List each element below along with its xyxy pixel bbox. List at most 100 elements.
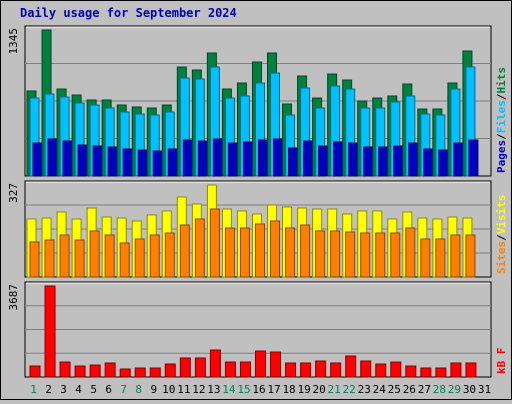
bar-kb-f-day-6 (104, 362, 116, 378)
bar-sites-day-16 (254, 223, 265, 278)
bar-pages-day-30 (468, 139, 479, 177)
bar-pages-day-29 (453, 142, 464, 177)
x-tick-label-day-30: 30 (463, 383, 476, 396)
y-max-label: 327 (7, 183, 20, 203)
bar-kb-f-day-4 (74, 365, 86, 378)
x-tick-label-day-7: 7 (120, 383, 127, 396)
legend-separator: / (495, 234, 508, 241)
bar-sites-day-1 (29, 241, 40, 278)
x-tick-label-day-22: 22 (343, 383, 356, 396)
bar-sites-day-29 (450, 234, 461, 278)
bar-kb-f-day-7 (119, 368, 131, 378)
bar-kb-f-day-24 (375, 363, 387, 378)
x-tick-label-day-9: 9 (150, 383, 157, 396)
legend-label-kb-f: kB F (495, 348, 508, 375)
bar-kb-f-day-8 (134, 367, 146, 378)
x-tick-label-day-21: 21 (328, 383, 341, 396)
bar-kb-f-day-30 (465, 362, 477, 378)
bar-pages-day-25 (393, 145, 404, 177)
bar-kb-f-day-22 (345, 355, 357, 378)
legend-1: Sites/Visits (495, 195, 508, 275)
x-tick-label-day-1: 1 (30, 383, 37, 396)
bar-pages-day-3 (62, 140, 73, 177)
x-tick-label-day-5: 5 (90, 383, 97, 396)
bar-sites-day-23 (360, 232, 371, 278)
bar-pages-day-21 (333, 141, 344, 177)
bar-pages-day-18 (288, 147, 299, 177)
bar-sites-day-21 (330, 230, 341, 278)
legend-label-sites: Sites (495, 241, 508, 274)
bar-sites-day-18 (285, 227, 296, 278)
x-tick-label-day-26: 26 (403, 383, 416, 396)
x-tick-label-day-3: 3 (60, 383, 67, 396)
x-tick-label-day-16: 16 (252, 383, 265, 396)
x-tick-label-day-6: 6 (105, 383, 112, 396)
legend-separator: / (495, 133, 508, 140)
bar-sites-day-3 (59, 234, 70, 278)
bar-sites-day-14 (224, 227, 235, 278)
legend-2: kB F (495, 348, 508, 375)
bar-kb-f-day-26 (405, 365, 417, 378)
bar-kb-f-day-19 (300, 362, 312, 378)
x-tick-label-day-8: 8 (135, 383, 142, 396)
bar-kb-f-day-21 (330, 362, 342, 378)
bar-kb-f-day-17 (270, 351, 282, 378)
legend-label-visits: Visits (495, 195, 508, 235)
bar-sites-day-24 (375, 232, 386, 278)
x-tick-label-day-15: 15 (237, 383, 250, 396)
bar-pages-day-17 (273, 138, 284, 177)
bar-pages-day-8 (137, 149, 148, 177)
bar-sites-day-13 (209, 208, 220, 278)
bar-sites-day-12 (194, 218, 205, 278)
bar-sites-day-25 (390, 232, 401, 278)
bar-pages-day-9 (152, 150, 163, 177)
bar-kb-f-day-28 (435, 367, 447, 378)
chart-title: Daily usage for September 2024 (20, 6, 237, 20)
bar-pages-day-24 (378, 146, 389, 177)
bar-kb-f-day-10 (164, 363, 176, 378)
bar-sites-day-20 (315, 230, 326, 278)
x-tick-label-day-23: 23 (358, 383, 371, 396)
bar-sites-day-9 (149, 234, 160, 278)
bar-kb-f-day-5 (89, 364, 101, 378)
bar-pages-day-27 (423, 148, 434, 177)
bar-pages-day-5 (92, 145, 103, 177)
bar-pages-day-13 (212, 138, 223, 177)
bar-sites-day-8 (134, 238, 145, 278)
x-tick-label-day-17: 17 (267, 383, 280, 396)
bar-sites-day-17 (270, 220, 281, 278)
bar-sites-day-28 (435, 238, 446, 278)
bar-pages-day-19 (303, 140, 314, 177)
bar-pages-day-10 (167, 148, 178, 177)
y-max-label: 3687 (7, 284, 20, 311)
bar-pages-day-2 (47, 138, 58, 177)
bar-pages-day-15 (242, 141, 253, 177)
bar-sites-day-7 (119, 242, 130, 278)
bar-kb-f-day-25 (390, 361, 402, 378)
bar-pages-day-16 (257, 139, 268, 177)
bar-kb-f-day-13 (209, 349, 221, 378)
legend-label-files: Files (495, 100, 508, 133)
bar-kb-f-day-3 (59, 361, 71, 378)
bar-pages-day-20 (318, 145, 329, 177)
bar-pages-day-28 (438, 149, 449, 177)
bar-sites-day-6 (104, 234, 115, 278)
bar-kb-f-day-15 (239, 361, 251, 378)
x-tick-label-day-2: 2 (45, 383, 52, 396)
x-tick-label-day-13: 13 (207, 383, 220, 396)
bar-kb-f-day-11 (179, 357, 191, 378)
bar-kb-f-day-27 (420, 367, 432, 378)
legend-label-pages: Pages (495, 140, 508, 173)
x-tick-label-day-29: 29 (448, 383, 461, 396)
bar-pages-day-7 (122, 148, 133, 177)
bar-pages-day-14 (227, 142, 238, 177)
bar-kb-f-day-16 (254, 350, 266, 378)
bar-pages-day-26 (408, 142, 419, 177)
bar-kb-f-day-1 (29, 365, 41, 378)
legend-label-hits: Hits (495, 67, 508, 94)
bar-sites-day-11 (179, 224, 190, 278)
bar-pages-day-12 (197, 140, 208, 177)
bar-pages-day-1 (32, 142, 43, 177)
bar-sites-day-10 (164, 232, 175, 278)
